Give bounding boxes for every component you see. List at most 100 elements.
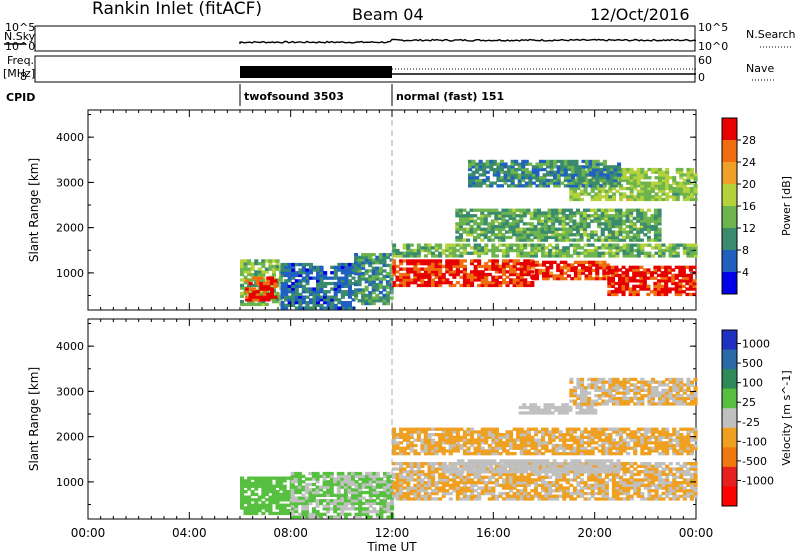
heatmap-cell — [494, 435, 499, 439]
heatmap-cell — [675, 467, 680, 471]
heatmap-cell — [541, 483, 546, 487]
heatmap-cell — [494, 449, 499, 453]
heatmap-cell — [544, 441, 549, 445]
heatmap-cell — [653, 222, 658, 226]
heatmap-cell — [523, 497, 528, 501]
heatmap-cell — [305, 287, 310, 291]
heatmap-cell — [635, 284, 640, 288]
heatmap-cell — [512, 243, 517, 247]
heatmap-cell — [618, 290, 623, 294]
heatmap-cell — [490, 219, 495, 223]
heatmap-cell — [686, 470, 691, 474]
heatmap-cell — [682, 481, 687, 485]
heatmap-cell — [647, 464, 652, 468]
heatmap-cell — [565, 472, 570, 477]
heatmap-cell — [604, 491, 609, 496]
heatmap-cell — [385, 274, 390, 278]
heatmap-cell — [462, 483, 467, 487]
heatmap-cell — [298, 271, 303, 275]
heatmap-cell — [487, 227, 492, 231]
heatmap-cell — [519, 219, 524, 223]
heatmap-cell — [473, 483, 478, 487]
heatmap-cell — [371, 301, 376, 306]
heatmap-cell — [689, 494, 694, 498]
heatmap-cell — [689, 170, 694, 174]
heatmap-cell — [602, 470, 607, 474]
heatmap-cell — [329, 490, 334, 495]
heatmap-cell — [243, 291, 248, 296]
heatmap-cell — [573, 268, 578, 273]
heatmap-cell — [587, 254, 592, 258]
heatmap-cell — [269, 292, 274, 297]
heatmap-cell — [458, 238, 463, 242]
heatmap-cell — [420, 494, 425, 498]
heatmap-cell — [654, 472, 659, 477]
heatmap-cell — [509, 246, 514, 250]
heatmap-cell — [416, 243, 421, 247]
heatmap-cell — [531, 260, 536, 264]
heatmap-cell — [406, 254, 411, 258]
heatmap-cell — [392, 283, 397, 288]
heatmap-cell — [448, 283, 453, 288]
heatmap-cell — [305, 306, 310, 310]
heatmap-cell — [448, 267, 453, 271]
heatmap-cell — [434, 243, 439, 247]
heatmap-cell — [413, 275, 418, 279]
heatmap-cell — [361, 255, 366, 259]
heatmap-cell — [466, 278, 471, 282]
heatmap-cell — [598, 266, 603, 270]
heatmap-cell — [531, 462, 536, 466]
heatmap-cell — [614, 281, 619, 286]
heatmap-cell — [448, 443, 453, 448]
heatmap-cell — [266, 276, 271, 280]
heatmap-cell — [275, 481, 280, 486]
heatmap-cell — [548, 254, 553, 258]
heatmap-cell — [257, 272, 262, 277]
heatmap-cell — [347, 490, 352, 495]
heatmap-cell — [608, 478, 613, 482]
heatmap-cell — [689, 195, 694, 199]
heatmap-cell — [639, 208, 644, 212]
heatmap-cell — [540, 211, 545, 215]
heatmap-cell — [555, 483, 560, 487]
heatmap-cell — [626, 497, 631, 501]
heatmap-cell — [477, 452, 482, 456]
heatmap-cell — [315, 488, 320, 492]
heatmap-cell — [336, 482, 341, 487]
heatmap-cell — [445, 259, 450, 263]
heatmap-cell — [386, 474, 391, 478]
heatmap-cell — [558, 219, 563, 223]
heatmap-cell — [445, 278, 450, 282]
heatmap-cell — [590, 243, 595, 247]
heatmap-cell — [259, 276, 264, 280]
heatmap-cell — [615, 481, 620, 485]
heatmap-cell — [322, 482, 327, 487]
heatmap-cell — [304, 482, 309, 487]
heatmap-cell — [526, 235, 531, 240]
heatmap-cell — [688, 273, 693, 278]
heatmap-cell — [386, 480, 391, 484]
heatmap-cell — [365, 507, 370, 511]
heatmap-cell — [573, 467, 578, 471]
heatmap-cell — [647, 254, 652, 258]
heatmap-cell — [385, 280, 390, 284]
heatmap-cell — [530, 478, 535, 482]
heatmap-cell — [505, 430, 510, 434]
heatmap-cell — [572, 497, 577, 501]
heatmap-cell — [619, 481, 624, 485]
heatmap-cell — [618, 224, 623, 229]
heatmap-cell — [305, 295, 310, 299]
heatmap-cell — [611, 497, 616, 501]
heatmap-cell — [483, 230, 488, 234]
heatmap-cell — [494, 262, 499, 266]
heatmap-cell — [413, 272, 418, 277]
heatmap-cell — [323, 276, 328, 280]
heatmap-cell — [618, 214, 623, 218]
heatmap-cell — [409, 433, 414, 437]
heatmap-cell — [361, 266, 366, 270]
heatmap-cell — [494, 478, 499, 482]
heatmap-cell — [413, 464, 418, 468]
heatmap-cell — [358, 496, 363, 500]
heatmap-cell — [495, 467, 500, 471]
heatmap-cell — [392, 433, 397, 437]
